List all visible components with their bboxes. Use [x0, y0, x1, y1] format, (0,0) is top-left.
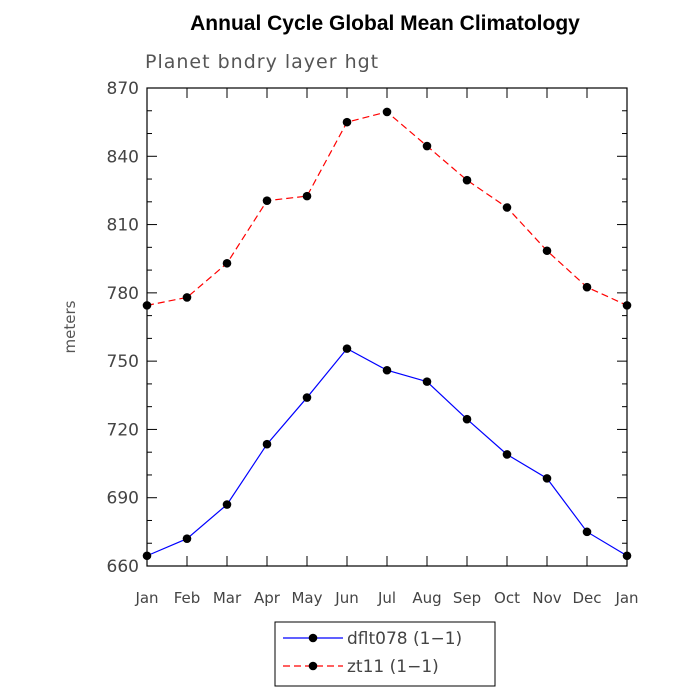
series-layer: [142, 107, 632, 561]
y-tick-label: 660: [107, 557, 139, 577]
legend: dflt078 (1−1) zt11 (1−1): [274, 621, 496, 687]
series-0-point: [302, 393, 312, 402]
y-tick-label: 690: [107, 489, 139, 509]
series-line-0: [146, 347, 628, 557]
x-tick-label: Nov: [532, 589, 561, 607]
x-tick-label: Aug: [412, 589, 441, 607]
x-tick-label: Dec: [572, 589, 601, 607]
series-1-point: [222, 258, 232, 268]
series-0-point: [262, 439, 272, 449]
series-0-point: [182, 534, 192, 543]
x-tick-label: Mar: [213, 589, 242, 607]
series-0-point: [542, 474, 552, 483]
series-0-point: [342, 344, 352, 353]
series-0-point: [582, 527, 592, 537]
x-tick-label: Sep: [453, 589, 481, 607]
y-tick-label: 810: [107, 216, 139, 236]
x-tick-label: May: [291, 589, 322, 607]
legend-label-1: zt11 (1−1): [347, 657, 439, 677]
series-0-point: [142, 551, 152, 561]
series-1-point: [622, 301, 632, 310]
plot-axes: 660 690 720 750 780 810 840 870 Jan Feb Mar Apr May J…: [107, 79, 639, 607]
series-1-point: [502, 203, 512, 212]
series-0-point: [422, 377, 432, 386]
plot-frame: [146, 87, 628, 567]
y-axis-label: meters: [61, 300, 79, 353]
y-tick-label: 750: [107, 352, 139, 372]
series-0-point: [502, 450, 512, 459]
y-tick-label: 840: [107, 147, 139, 167]
x-tick-label: Oct: [494, 589, 520, 607]
series-1-point: [142, 301, 152, 310]
series-1-point: [342, 117, 352, 127]
y-tick-label: 720: [107, 420, 139, 440]
legend-box: [274, 621, 496, 687]
x-tick-label: Jan: [134, 589, 158, 607]
series-1-point: [462, 175, 472, 185]
series-1-point: [542, 246, 552, 256]
series-1-point: [382, 107, 392, 117]
x-tick-label: Apr: [254, 589, 281, 607]
series-1-point: [182, 293, 192, 302]
x-tick-label: Feb: [174, 589, 201, 607]
y-tick-label: 780: [107, 284, 139, 304]
series-0-point: [222, 500, 232, 509]
series-0-point: [462, 414, 472, 424]
series-line-1: [146, 111, 628, 306]
series-0-point: [382, 365, 392, 375]
y-tick-label: 870: [107, 79, 139, 99]
series-1-point: [422, 141, 432, 151]
legend-label-0: dflt078 (1−1): [347, 629, 462, 649]
series-1-point: [582, 282, 592, 292]
x-tick-label: Jan: [614, 589, 638, 607]
chart-title: Annual Cycle Global Mean Climatology: [190, 12, 580, 35]
legend-marker-1: [308, 661, 318, 671]
series-1-point: [302, 191, 312, 201]
series-1-point: [262, 196, 272, 205]
x-tick-label: Jul: [377, 589, 396, 607]
legend-marker-0: [308, 633, 318, 643]
x-tick-label: Jun: [334, 589, 358, 607]
chart-subtitle: Planet bndry layer hgt: [145, 51, 379, 73]
series-0-point: [622, 551, 632, 561]
